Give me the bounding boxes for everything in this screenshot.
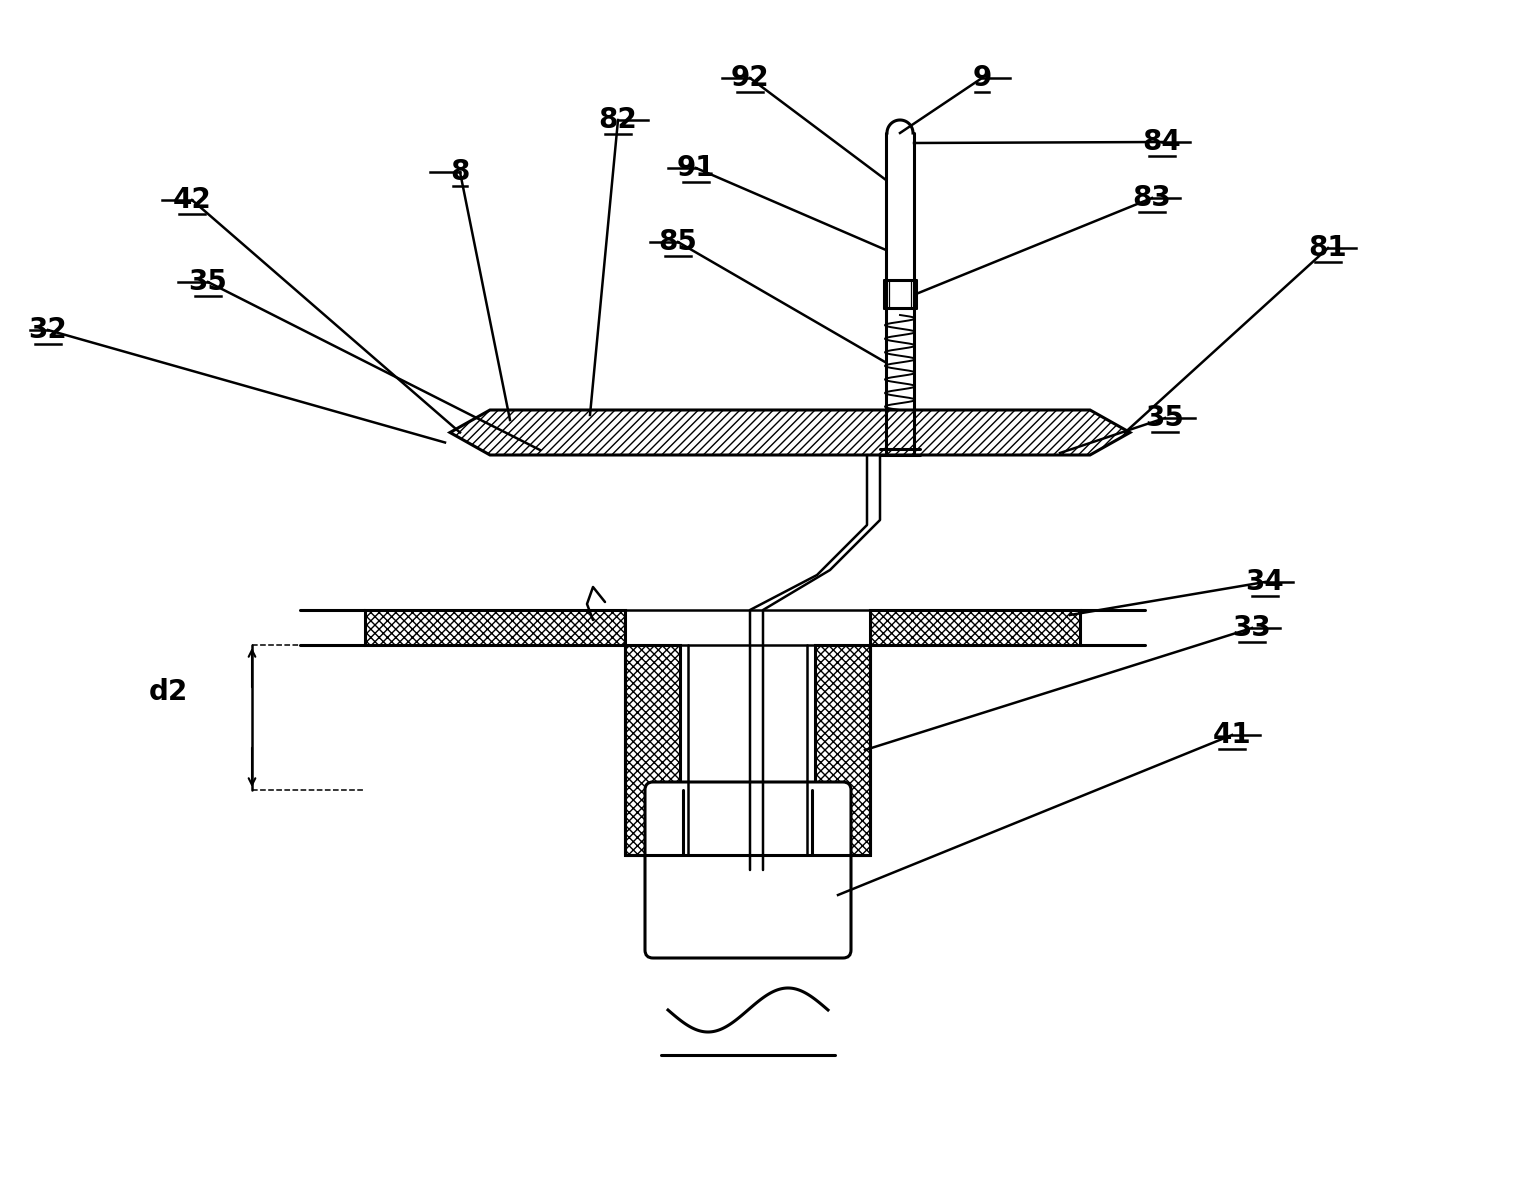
Bar <box>365 611 625 645</box>
Text: 41: 41 <box>1213 720 1251 749</box>
Text: 81: 81 <box>1308 234 1347 262</box>
Text: 91: 91 <box>677 154 716 182</box>
Text: 35: 35 <box>189 268 228 296</box>
Text: 35: 35 <box>1145 404 1185 432</box>
Text: d2: d2 <box>148 678 188 706</box>
Text: 42: 42 <box>172 185 211 214</box>
Bar <box>870 611 1080 645</box>
Bar <box>816 645 870 855</box>
Text: 9: 9 <box>973 64 991 92</box>
Text: 92: 92 <box>731 64 770 92</box>
Text: 85: 85 <box>659 228 697 256</box>
Text: 84: 84 <box>1142 128 1182 156</box>
Text: 33: 33 <box>1233 614 1271 642</box>
Bar <box>625 645 680 855</box>
Text: 34: 34 <box>1245 568 1285 596</box>
FancyBboxPatch shape <box>645 782 851 958</box>
Text: 8: 8 <box>451 158 469 185</box>
Text: 83: 83 <box>1133 184 1171 213</box>
Text: 32: 32 <box>29 317 68 344</box>
Text: 82: 82 <box>599 106 637 133</box>
Polygon shape <box>449 410 1130 455</box>
